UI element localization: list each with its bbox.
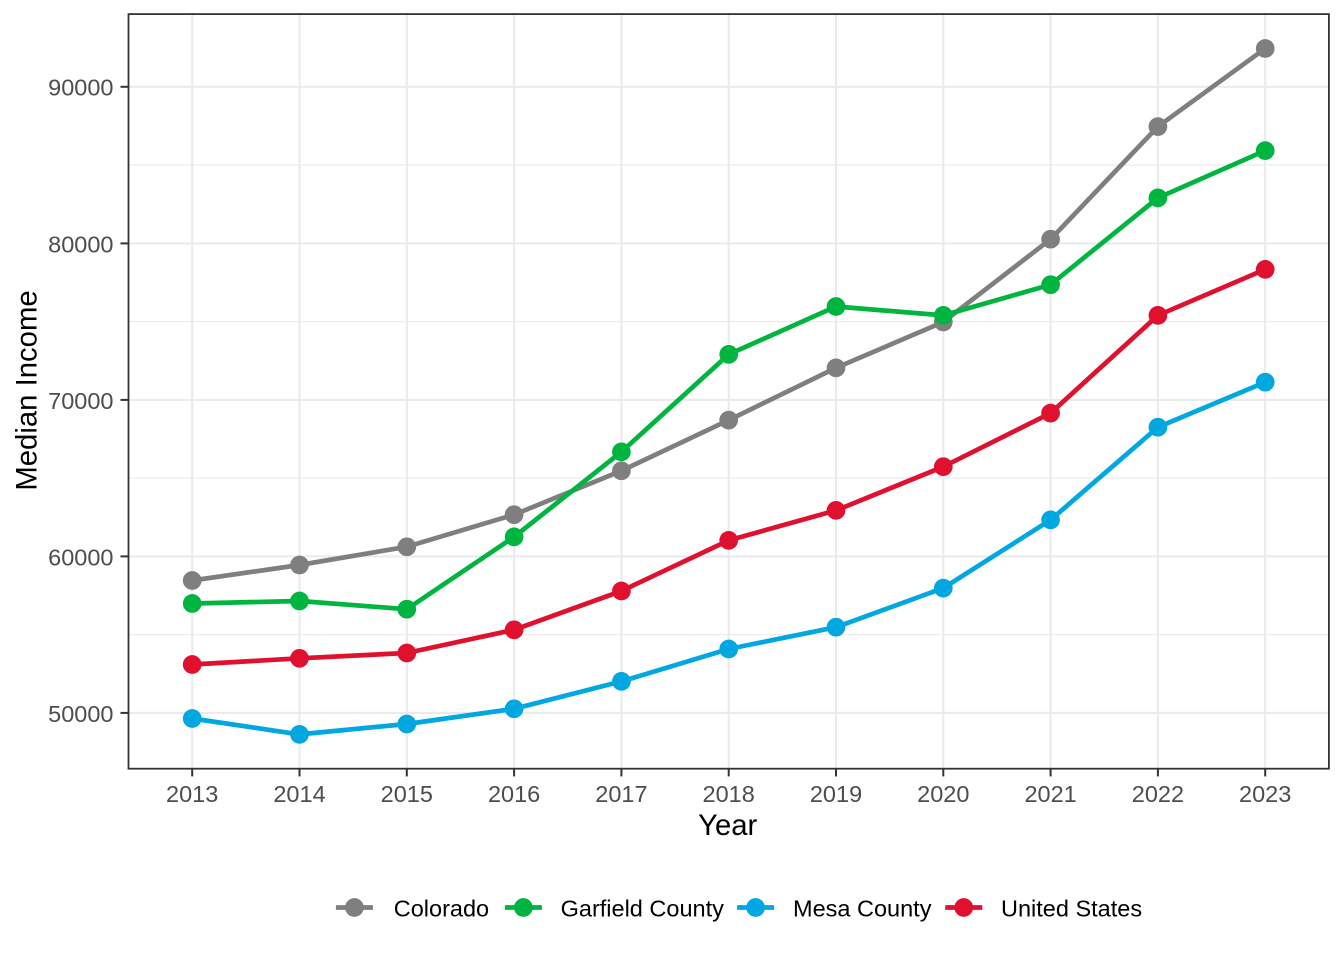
svg-text:Median Income: Median Income — [10, 290, 43, 490]
svg-text:80000: 80000 — [48, 231, 113, 257]
svg-text:70000: 70000 — [48, 388, 113, 414]
svg-text:2023: 2023 — [1239, 781, 1291, 807]
svg-text:2016: 2016 — [488, 781, 540, 807]
svg-text:2017: 2017 — [595, 781, 647, 807]
svg-text:50000: 50000 — [48, 701, 113, 727]
svg-text:2020: 2020 — [917, 781, 969, 807]
svg-text:2013: 2013 — [166, 781, 218, 807]
svg-text:2022: 2022 — [1132, 781, 1184, 807]
svg-text:2014: 2014 — [273, 781, 325, 807]
svg-text:Colorado: Colorado — [394, 896, 489, 922]
svg-text:2021: 2021 — [1024, 781, 1076, 807]
svg-text:United States: United States — [1001, 896, 1142, 922]
svg-text:90000: 90000 — [48, 75, 113, 101]
svg-text:Mesa County: Mesa County — [793, 896, 932, 922]
svg-text:Garfield County: Garfield County — [561, 896, 725, 922]
svg-text:Year: Year — [698, 809, 757, 842]
svg-text:2018: 2018 — [703, 781, 755, 807]
svg-text:2015: 2015 — [381, 781, 433, 807]
svg-text:60000: 60000 — [48, 544, 113, 570]
svg-text:2019: 2019 — [810, 781, 862, 807]
